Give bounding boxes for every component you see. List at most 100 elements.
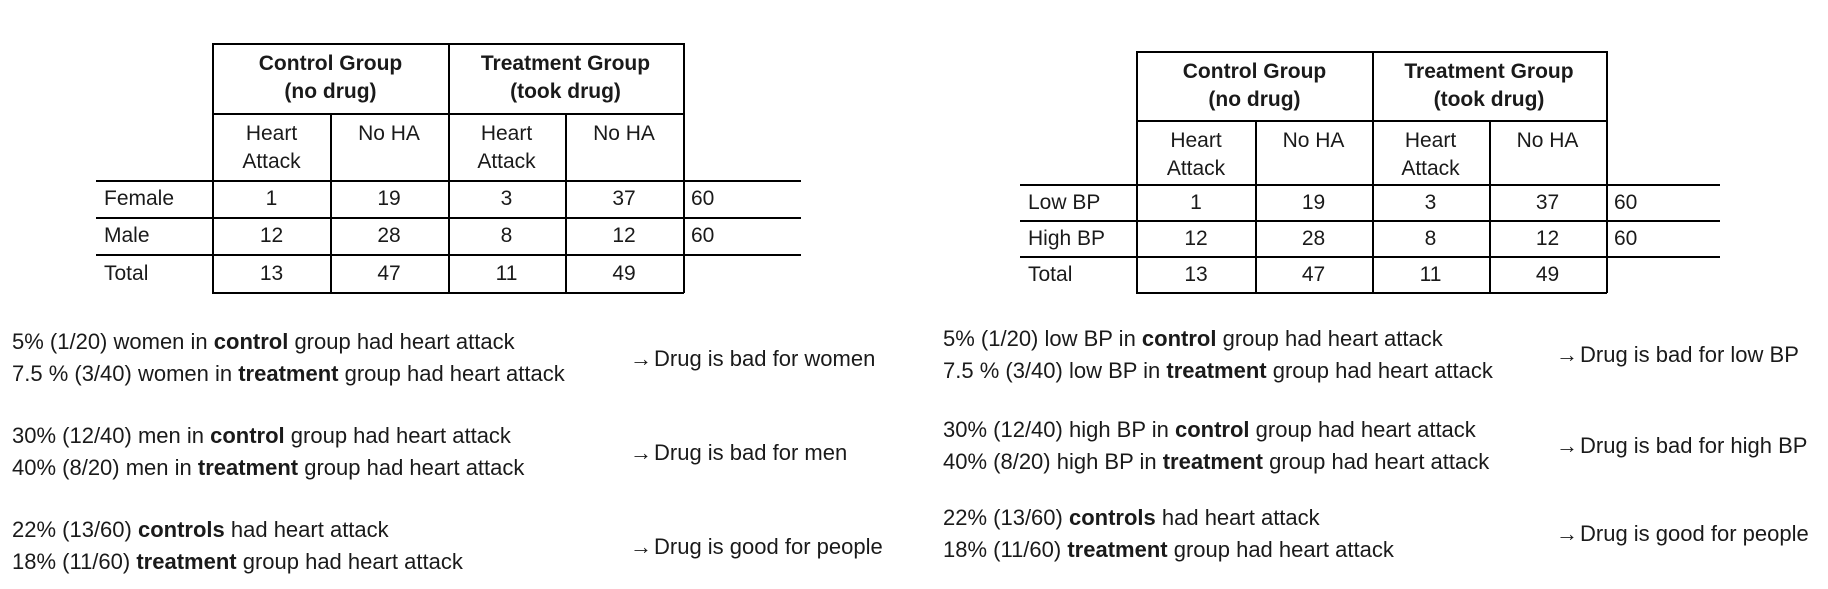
grid-line — [96, 254, 801, 256]
stmt-bold: control — [1141, 326, 1217, 351]
statement-line: 40% (8/20) high BP in treatment group ha… — [943, 446, 1489, 478]
table-cell: 8 — [500, 224, 513, 247]
col-header-treatment-noha: No HA — [565, 114, 683, 180]
blood-pressure-panel: Control Group (no drug) Treatment Group … — [914, 0, 1828, 589]
grid-line — [1136, 51, 1138, 293]
conclusion-people: →Drug is good for people — [630, 532, 883, 562]
statement-line: 5% (1/20) low BP in control group had he… — [943, 323, 1493, 355]
stmt-text: group had heart attack — [1167, 537, 1394, 562]
statement-group-low-bp: 5% (1/20) low BP in control group had he… — [943, 323, 1493, 387]
col-header-line: No HA — [1516, 129, 1579, 152]
grid-line — [1020, 184, 1720, 186]
right-arrow-icon: → — [630, 534, 652, 559]
gender-panel: Control Group (no drug) Treatment Group … — [12, 43, 883, 578]
stmt-bold: controls — [1068, 505, 1156, 530]
stmt-text: 5% (1/20) women in — [12, 329, 214, 354]
col-header-treatment-ha: Heart Attack — [1372, 121, 1489, 185]
stmt-text: had heart attack — [224, 517, 389, 542]
stmt-text: group had heart attack — [288, 329, 515, 354]
table-cell: 37 — [1535, 190, 1560, 214]
col-header-line: Heart — [480, 122, 533, 145]
table-cell: 13 — [259, 262, 284, 285]
stmt-text: 18% (11/60) — [12, 549, 137, 574]
table-cell: 37 — [612, 187, 636, 210]
grid-line — [1136, 292, 1607, 294]
col-header-control-noha: No HA — [1255, 121, 1372, 185]
stmt-bold: treatment — [1166, 358, 1267, 383]
stmt-bold: treatment — [1067, 537, 1168, 562]
stmt-bold: treatment — [1162, 449, 1263, 474]
grid-line — [1020, 256, 1720, 258]
right-arrow-icon: → — [1556, 433, 1578, 458]
conclusion-text: Drug is good for people — [1580, 521, 1809, 546]
statement-line: 30% (12/40) men in control group had hea… — [12, 420, 524, 452]
stmt-text: group had heart attack — [284, 423, 511, 448]
table-cell: 49 — [612, 262, 636, 285]
stmt-bold: control — [210, 423, 285, 448]
col-header-line: Attack — [477, 150, 536, 173]
table-cell: 1 — [265, 187, 278, 210]
group-title: Treatment Group — [480, 52, 651, 75]
statement-line: 18% (11/60) treatment group had heart at… — [12, 546, 463, 578]
statement-line: 7.5 % (3/40) women in treatment group ha… — [12, 358, 565, 390]
row-total: 60 — [691, 187, 715, 210]
table-cell: 3 — [500, 187, 513, 210]
col-header-control-ha: Heart Attack — [213, 114, 330, 180]
right-arrow-icon: → — [1556, 521, 1578, 546]
group-title: Control Group — [258, 52, 403, 75]
conclusion-text: Drug is bad for men — [654, 440, 848, 465]
table-cell: 8 — [1424, 226, 1437, 250]
stmt-text: group had heart attack — [236, 549, 463, 574]
col-header-control-noha: No HA — [330, 114, 448, 180]
stmt-text: 7.5 % (3/40) low BP in — [943, 358, 1167, 383]
statement-line: 22% (13/60) controls had heart attack — [943, 502, 1394, 534]
col-header-line: No HA — [358, 122, 420, 145]
stmt-bold: treatment — [197, 455, 299, 480]
stmt-bold: controls — [137, 517, 225, 542]
group-subtitle: (took drug) — [510, 80, 621, 103]
table-cell: 11 — [495, 262, 518, 285]
conclusion-text: Drug is good for people — [654, 534, 883, 559]
table-cell: 13 — [1184, 262, 1208, 286]
statement-line: 5% (1/20) women in control group had hea… — [12, 326, 565, 358]
statement-line: 22% (13/60) controls had heart attack — [12, 514, 463, 546]
conclusion-low-bp: →Drug is bad for low BP — [1556, 340, 1799, 370]
col-header-line: Attack — [1401, 157, 1460, 180]
stmt-text: 7.5 % (3/40) women in — [12, 361, 239, 386]
treatment-group-header: Treatment Group (took drug) — [448, 44, 683, 112]
row-label-low-bp: Low BP — [1028, 190, 1101, 214]
table-cell: 12 — [1535, 226, 1560, 250]
row-label-total: Total — [1028, 262, 1073, 286]
stmt-text: 40% (8/20) high BP in — [943, 449, 1163, 474]
col-header-treatment-noha: No HA — [1489, 121, 1606, 185]
stmt-bold: control — [1174, 417, 1250, 442]
row-label-total: Total — [104, 262, 149, 285]
stmt-text: group had heart attack — [298, 455, 525, 480]
grid-line — [96, 217, 801, 219]
statement-line: 40% (8/20) men in treatment group had he… — [12, 452, 524, 484]
conclusion-people: →Drug is good for people — [1556, 519, 1809, 549]
table-cell: 12 — [612, 224, 636, 247]
stmt-text: 22% (13/60) — [12, 517, 138, 542]
col-header-line: No HA — [593, 122, 655, 145]
group-subtitle: (no drug) — [284, 80, 377, 103]
statement-group-people: 22% (13/60) controls had heart attack 18… — [943, 502, 1394, 566]
statement-line: 7.5 % (3/40) low BP in treatment group h… — [943, 355, 1493, 387]
stmt-text: group had heart attack — [1266, 358, 1493, 383]
stmt-bold: treatment — [136, 549, 237, 574]
conclusion-text: Drug is bad for low BP — [1580, 342, 1799, 367]
col-header-line: No HA — [1282, 129, 1345, 152]
row-total: 60 — [1614, 190, 1638, 214]
table-cell: 12 — [1184, 226, 1208, 250]
group-title: Treatment Group — [1404, 60, 1574, 83]
grid-line — [448, 43, 450, 293]
grid-line — [212, 113, 684, 115]
grid-line — [1372, 51, 1374, 293]
table-cell: 12 — [259, 224, 284, 247]
control-group-header: Control Group (no drug) — [1137, 52, 1372, 120]
stmt-text: had heart attack — [1155, 505, 1320, 530]
group-subtitle: (no drug) — [1208, 88, 1301, 111]
stmt-text: group had heart attack — [1216, 326, 1443, 351]
grid-line — [96, 180, 801, 182]
table-cell: 3 — [1424, 190, 1437, 214]
